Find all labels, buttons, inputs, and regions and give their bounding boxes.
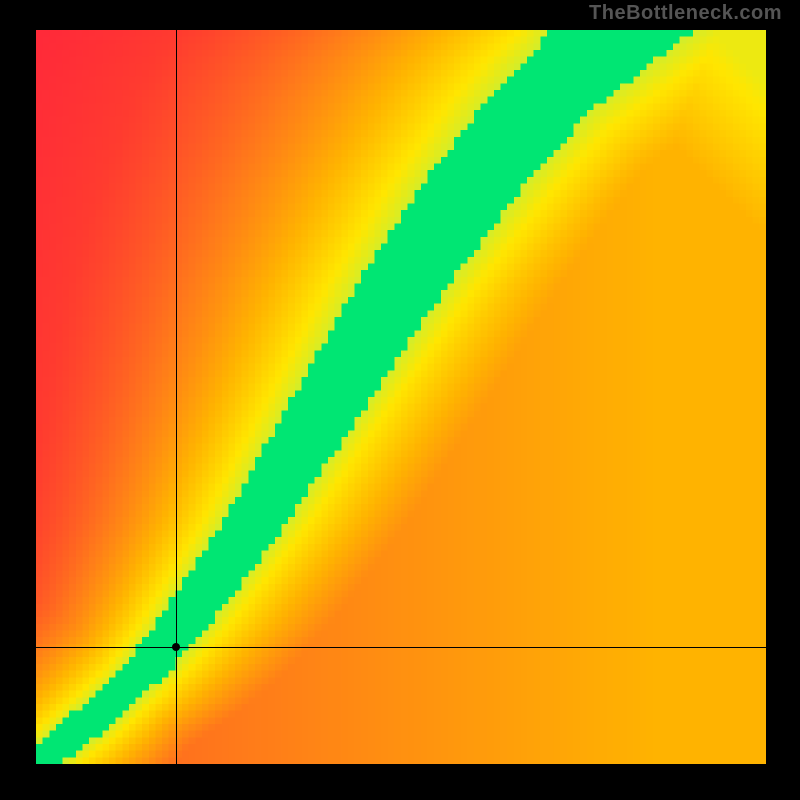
crosshair-horizontal (36, 647, 766, 648)
bottleneck-heatmap (36, 30, 766, 764)
watermark-text: TheBottleneck.com (589, 2, 782, 25)
chart-container: TheBottleneck.com (0, 0, 800, 800)
crosshair-vertical (176, 30, 177, 764)
